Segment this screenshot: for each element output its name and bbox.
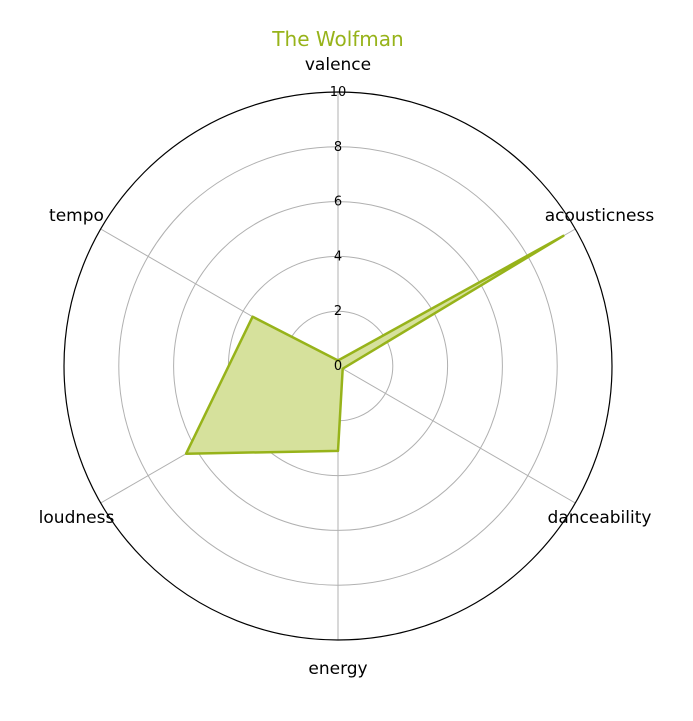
series-area [186,235,564,454]
series-layer [184,234,565,455]
series-line [184,234,565,455]
tick-label: 2 [334,304,342,319]
tick-label: 0 [334,359,342,374]
outer-circle [63,91,613,641]
axis-labels: valence acousticness danceability energy lou… [39,55,655,679]
axis-label: energy [308,659,367,679]
axis-label: danceability [548,508,652,528]
axis-label: tempo [49,206,104,226]
chart-title: The Wolfman [271,27,403,51]
spoke-line [337,365,576,504]
axis-label: valence [305,55,371,75]
tick-labels: 0 2 4 6 8 10 [330,85,347,374]
axis-label: acousticness [545,206,655,226]
tick-label: 4 [334,249,342,264]
tick-label: 8 [334,140,342,155]
tick-label: 6 [334,195,342,210]
tick-label: 10 [330,85,347,100]
axis-label: loudness [39,508,115,528]
